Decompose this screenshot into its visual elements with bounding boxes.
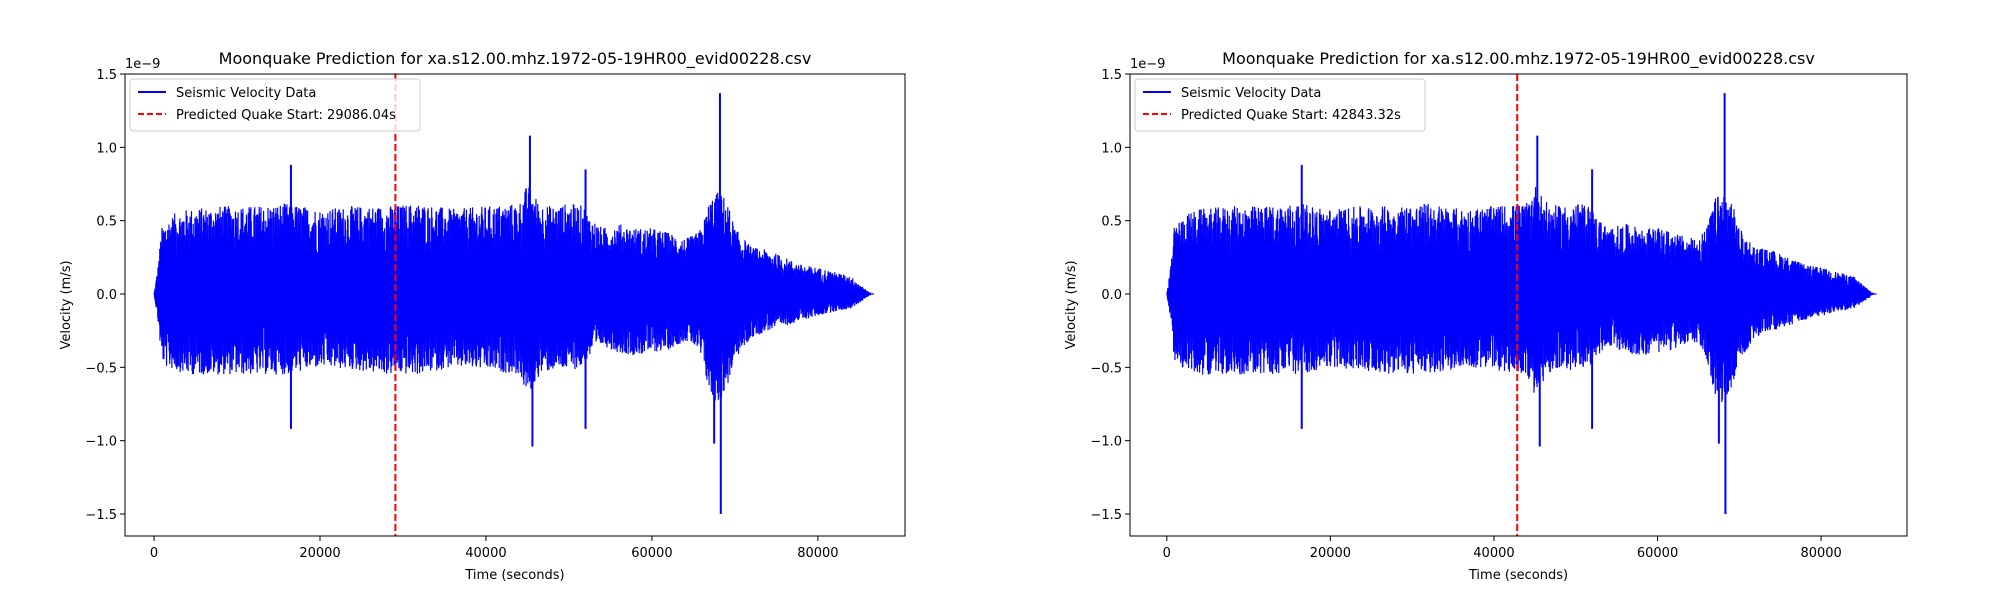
x-tick-label: 0 <box>1163 546 1171 561</box>
y-tick-label: 0.0 <box>1101 288 1122 303</box>
x-axis-label: Time (seconds) <box>1468 568 1568 583</box>
legend-box <box>129 78 421 132</box>
y-axis-label: Velocity (m/s) <box>1064 260 1079 349</box>
x-tick-label: 40000 <box>1473 546 1514 561</box>
x-tick-label: 40000 <box>465 546 506 561</box>
y-tick-label: 1.0 <box>96 141 117 156</box>
y-offset-label: 1e−9 <box>1130 57 1165 72</box>
legend: Seismic Velocity Data Predicted Quake Sta… <box>129 78 421 132</box>
legend-label-prediction: Predicted Quake Start: 29086.04s <box>176 108 396 123</box>
y-tick-label: −1.0 <box>1090 435 1122 450</box>
chart-panel-2: Moonquake Prediction for xa.s12.00.mhz.1… <box>1064 49 1908 583</box>
legend-label-seismic: Seismic Velocity Data <box>176 86 316 101</box>
y-tick-label: 1.5 <box>1101 68 1122 83</box>
plot-frame <box>124 73 906 537</box>
y-tick-label: −0.5 <box>1090 361 1122 376</box>
x-tick-label: 80000 <box>1800 546 1841 561</box>
chart-panel-1: Moonquake Prediction for xa.s12.00.mhz.1… <box>59 49 906 583</box>
legend-label-seismic: Seismic Velocity Data <box>1181 86 1321 101</box>
y-tick-label: 0.5 <box>1101 215 1122 230</box>
series-seismic-velocity <box>153 187 875 401</box>
y-tick-label: −0.5 <box>85 361 117 376</box>
legend: Seismic Velocity Data Predicted Quake Sta… <box>1134 78 1426 132</box>
x-tick-label: 0 <box>150 546 158 561</box>
y-tick-label: 0.5 <box>96 215 117 230</box>
legend-label-prediction: Predicted Quake Start: 42843.32s <box>1181 108 1401 123</box>
x-tick-label: 20000 <box>299 546 340 561</box>
y-tick-label: 1.0 <box>1101 141 1122 156</box>
y-tick-label: 1.5 <box>96 68 117 83</box>
chart-title: Moonquake Prediction for xa.s12.00.mhz.1… <box>219 49 812 69</box>
y-tick-label: −1.5 <box>85 508 117 523</box>
y-tick-label: −1.0 <box>85 435 117 450</box>
chart-title: Moonquake Prediction for xa.s12.00.mhz.1… <box>1222 49 1815 69</box>
x-tick-label: 20000 <box>1310 546 1351 561</box>
x-tick-label: 80000 <box>797 546 838 561</box>
y-tick-label: 0.0 <box>96 288 117 303</box>
y-tick-label: −1.5 <box>1090 508 1122 523</box>
y-offset-label: 1e−9 <box>125 57 160 72</box>
plot-frame <box>1129 73 1908 537</box>
y-axis-label: Velocity (m/s) <box>59 260 74 349</box>
x-axis-label: Time (seconds) <box>464 568 564 583</box>
legend-box <box>1134 78 1426 132</box>
x-tick-label: 60000 <box>1637 546 1678 561</box>
x-tick-label: 60000 <box>631 546 672 561</box>
series-seismic-velocity <box>1166 187 1877 402</box>
